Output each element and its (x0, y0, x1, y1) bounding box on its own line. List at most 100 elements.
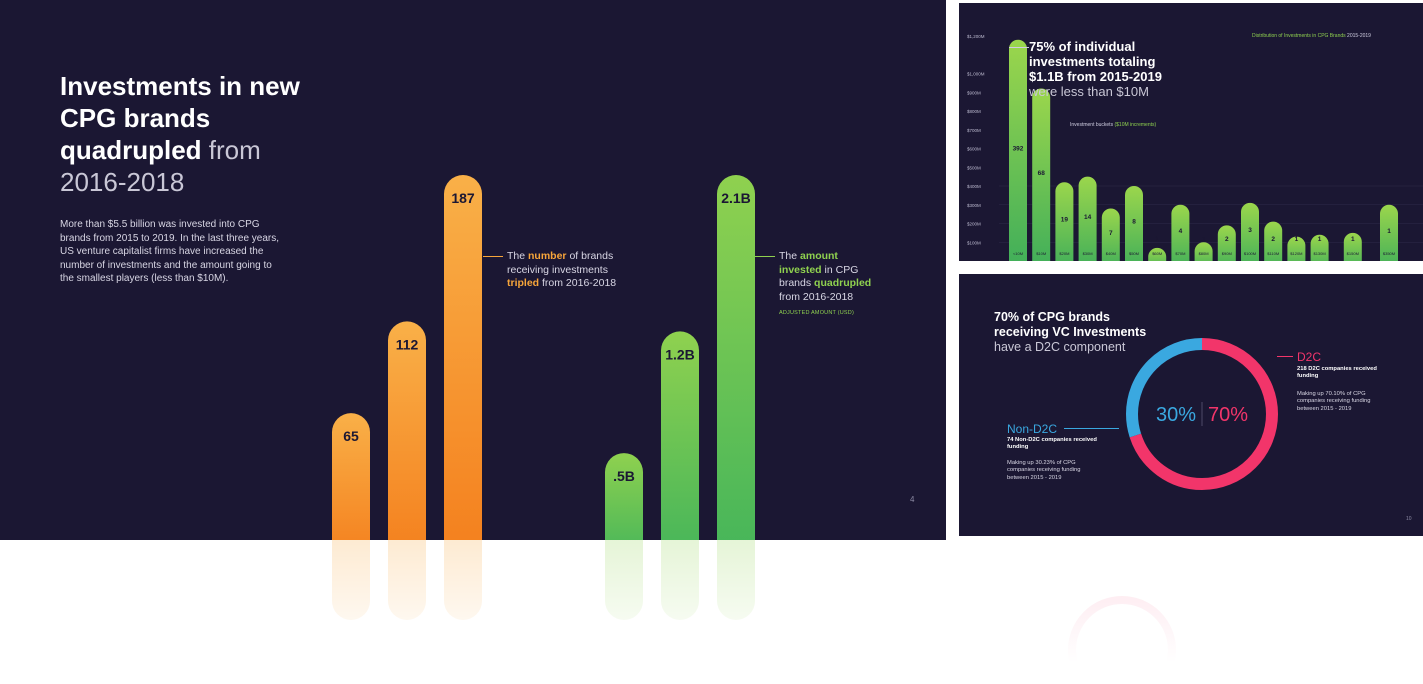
hist-count-label: 1 (1387, 228, 1391, 235)
callout-connector (755, 256, 775, 257)
amount-invested-chart: .5B 1.2B 2.1B (605, 175, 755, 540)
d2c-donut-chart: 30% 70% (1126, 338, 1278, 490)
hist-bar (1287, 236, 1306, 261)
callout-amount: The amount invested in CPG brands quadru… (779, 250, 879, 304)
y-tick-label: $500M (967, 165, 981, 170)
hist-bar (1032, 88, 1051, 261)
hist-count-label: 19 (1061, 217, 1069, 224)
page-number: 10 (1406, 516, 1412, 522)
hist-bar (1078, 176, 1097, 261)
callout-connector (483, 256, 503, 257)
bar (661, 331, 699, 540)
bar-value-label: 112 (396, 336, 419, 352)
y-tick-label: $300M (967, 203, 981, 208)
callout-highlight: amount invested (779, 250, 838, 276)
x-tick-label: $80M (1199, 251, 1209, 256)
hist-bar (1310, 234, 1329, 261)
chart-title-green: Distribution of Investments in CPG Brand… (1252, 33, 1346, 39)
hist-count-label: 1 (1318, 236, 1322, 243)
hist-bar (1264, 221, 1283, 261)
x-tick-label: $30M (1083, 251, 1093, 256)
title-connector (1009, 47, 1029, 48)
callout-highlight: quadrupled (814, 277, 872, 290)
bar-value-label: 65 (343, 428, 359, 444)
bar-value-label: 2.1B (721, 190, 751, 206)
hist-bar (1194, 242, 1213, 261)
x-tick-label: $100M (1244, 251, 1256, 256)
hist-bar (1171, 204, 1190, 261)
reflection-fade (0, 540, 1423, 684)
bar (332, 413, 370, 540)
hist-count-label: 14 (1084, 214, 1092, 221)
buckets-label: Investment buckets ($10M increments) (1070, 122, 1156, 128)
d2c-count-text: 218 D2C companies received funding (1297, 366, 1377, 380)
x-tick-label: $20M (1059, 251, 1069, 256)
y-tick-label: $800M (967, 109, 981, 114)
hist-count-label: 2 (1225, 236, 1229, 243)
x-tick-label: $70M (1175, 251, 1185, 256)
y-tick-label: $600M (967, 147, 981, 152)
bar (444, 175, 482, 540)
title-bold: 70% of CPG brands receiving VC Investmen… (994, 310, 1147, 339)
bar (605, 453, 643, 540)
bar (388, 321, 426, 540)
hist-bar (1380, 204, 1398, 261)
title-light: were less than $10M (1029, 84, 1149, 99)
buckets-highlight: ($10M increments) (1114, 122, 1157, 128)
adjusted-amount-note: ADJUSTED AMOUNT (USD) (779, 310, 854, 316)
callout-text: The (507, 250, 529, 262)
y-tick-label: $1,200M (967, 34, 985, 39)
slide-body-text: More than $5.5 billion was invested into… (60, 219, 280, 285)
callout-text: The (779, 250, 801, 262)
hist-count-label: 1 (1295, 236, 1299, 243)
donut-segment (1126, 338, 1278, 490)
x-tick-label: $50M (1129, 251, 1139, 256)
slide-reflection (0, 540, 1423, 684)
hist-bar (1241, 202, 1259, 261)
hist-count-label: 1 (1202, 236, 1206, 243)
hist-bar (1217, 225, 1236, 261)
center-right-value: 70% (1208, 404, 1248, 426)
hist-count-label: 3 (1248, 227, 1252, 234)
hist-count-label: 7 (1109, 230, 1113, 237)
chart-title: Distribution of Investments in CPG Brand… (1252, 33, 1371, 39)
hist-count-label: 1 (1351, 236, 1355, 243)
hist-bar (1343, 232, 1362, 261)
hist-count-label: 2 (1271, 236, 1275, 243)
y-tick-label: $100M (967, 240, 981, 245)
x-tick-label: $90M (1222, 251, 1232, 256)
bar-value-label: 1.2B (665, 346, 695, 362)
center-left-value: 30% (1156, 404, 1196, 426)
callout-number: The number of brands receiving investmen… (507, 250, 627, 291)
hist-bar (1148, 247, 1167, 261)
callout-text: from 2016-2018 (779, 290, 854, 303)
hist-count-label: 4 (1179, 228, 1183, 235)
slide-d2c: 70% of CPG brands receiving VC Investmen… (959, 274, 1423, 536)
callout-text: of brands receiving investments (507, 250, 614, 276)
hist-bar (1101, 208, 1120, 261)
title-bold: 75% of individual investments totaling $… (1029, 39, 1162, 84)
x-tick-label: $120M (1290, 251, 1302, 256)
number-of-brands-chart: 65 112 187 (332, 175, 482, 540)
callout-text: in CPG brands (779, 263, 859, 290)
x-tick-label: $60M (1152, 251, 1162, 256)
d2c-count: 218 D2C companies received funding (1297, 366, 1392, 381)
nond2c-connector (1064, 428, 1119, 429)
slide-title: 70% of CPG brands receiving VC Investmen… (994, 310, 1154, 355)
hist-bar (1055, 182, 1074, 261)
nond2c-count: 74 Non-D2C companies received funding (1007, 437, 1102, 452)
x-tick-label: $350M (1383, 251, 1395, 256)
bar-value-label: .5B (613, 468, 635, 484)
y-tick-label: $1,000M (967, 72, 985, 77)
y-tick-label: $200M (967, 222, 981, 227)
x-tick-label: <10M (1013, 251, 1023, 256)
slide-title: Investments in new CPG brands quadrupled… (60, 70, 320, 198)
callout-highlight: number (528, 250, 567, 262)
slide-distribution: $1,200M $1,000M $900M $800M $700M $600M $500M $… (959, 3, 1423, 261)
nond2c-desc: Making up 30.23% of CPG companies receiv… (1007, 460, 1081, 481)
x-tick-label: $150M (1347, 251, 1359, 256)
title-bold: Investments in new CPG brands quadrupled (60, 71, 300, 165)
x-tick-label: $40M (1106, 251, 1116, 256)
d2c-label: D2C (1297, 350, 1322, 364)
title-light: from 2016-2018 (60, 135, 261, 197)
